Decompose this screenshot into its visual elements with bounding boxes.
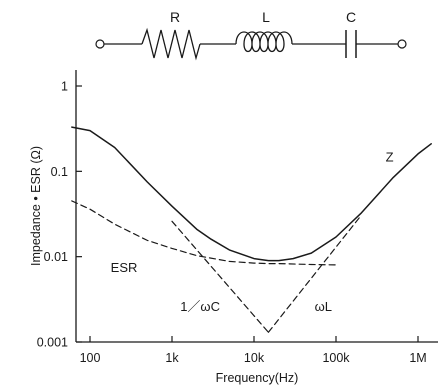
series-line-1 [71,126,432,262]
x-tick-label: 1k [165,351,179,365]
y-axis-label: Impedance • ESR (Ω) [29,146,43,266]
annotation-label: 1／ωC [180,299,220,314]
annotations: Z ESR 1／ωC ωL [111,150,394,315]
resistor-label: R [170,9,180,25]
y-ticks: 1 0.1 0.01 0.001 [37,80,82,350]
annotation-label: ESR [111,260,138,275]
right-terminal [397,39,407,49]
x-ticks: 100 1k 10k 100k 1M [80,336,427,365]
series-group [71,126,432,333]
y-tick-label: 0.1 [51,165,68,179]
inductor-symbol [235,31,293,53]
inductor-label: L [262,9,270,25]
y-tick-label: 0.01 [44,250,68,264]
x-tick-label: 10k [244,351,265,365]
left-terminal [95,39,105,49]
circuit-diagram: R L C [95,9,407,61]
resistor-symbol [141,27,201,61]
x-tick-label: 1M [409,351,426,365]
annotation-label: Z [386,150,394,165]
series-line-2 [71,200,337,266]
series-line-4 [267,215,362,333]
y-tick-label: 0.001 [37,336,68,350]
series-line-3 [171,220,269,333]
x-axis-label: Frequency(Hz) [216,371,299,385]
y-tick-label: 1 [61,80,68,94]
capacitor-label: C [346,9,356,25]
x-tick-label: 100 [80,351,101,365]
x-tick-label: 100k [322,351,350,365]
annotation-label: ωL [315,299,332,314]
